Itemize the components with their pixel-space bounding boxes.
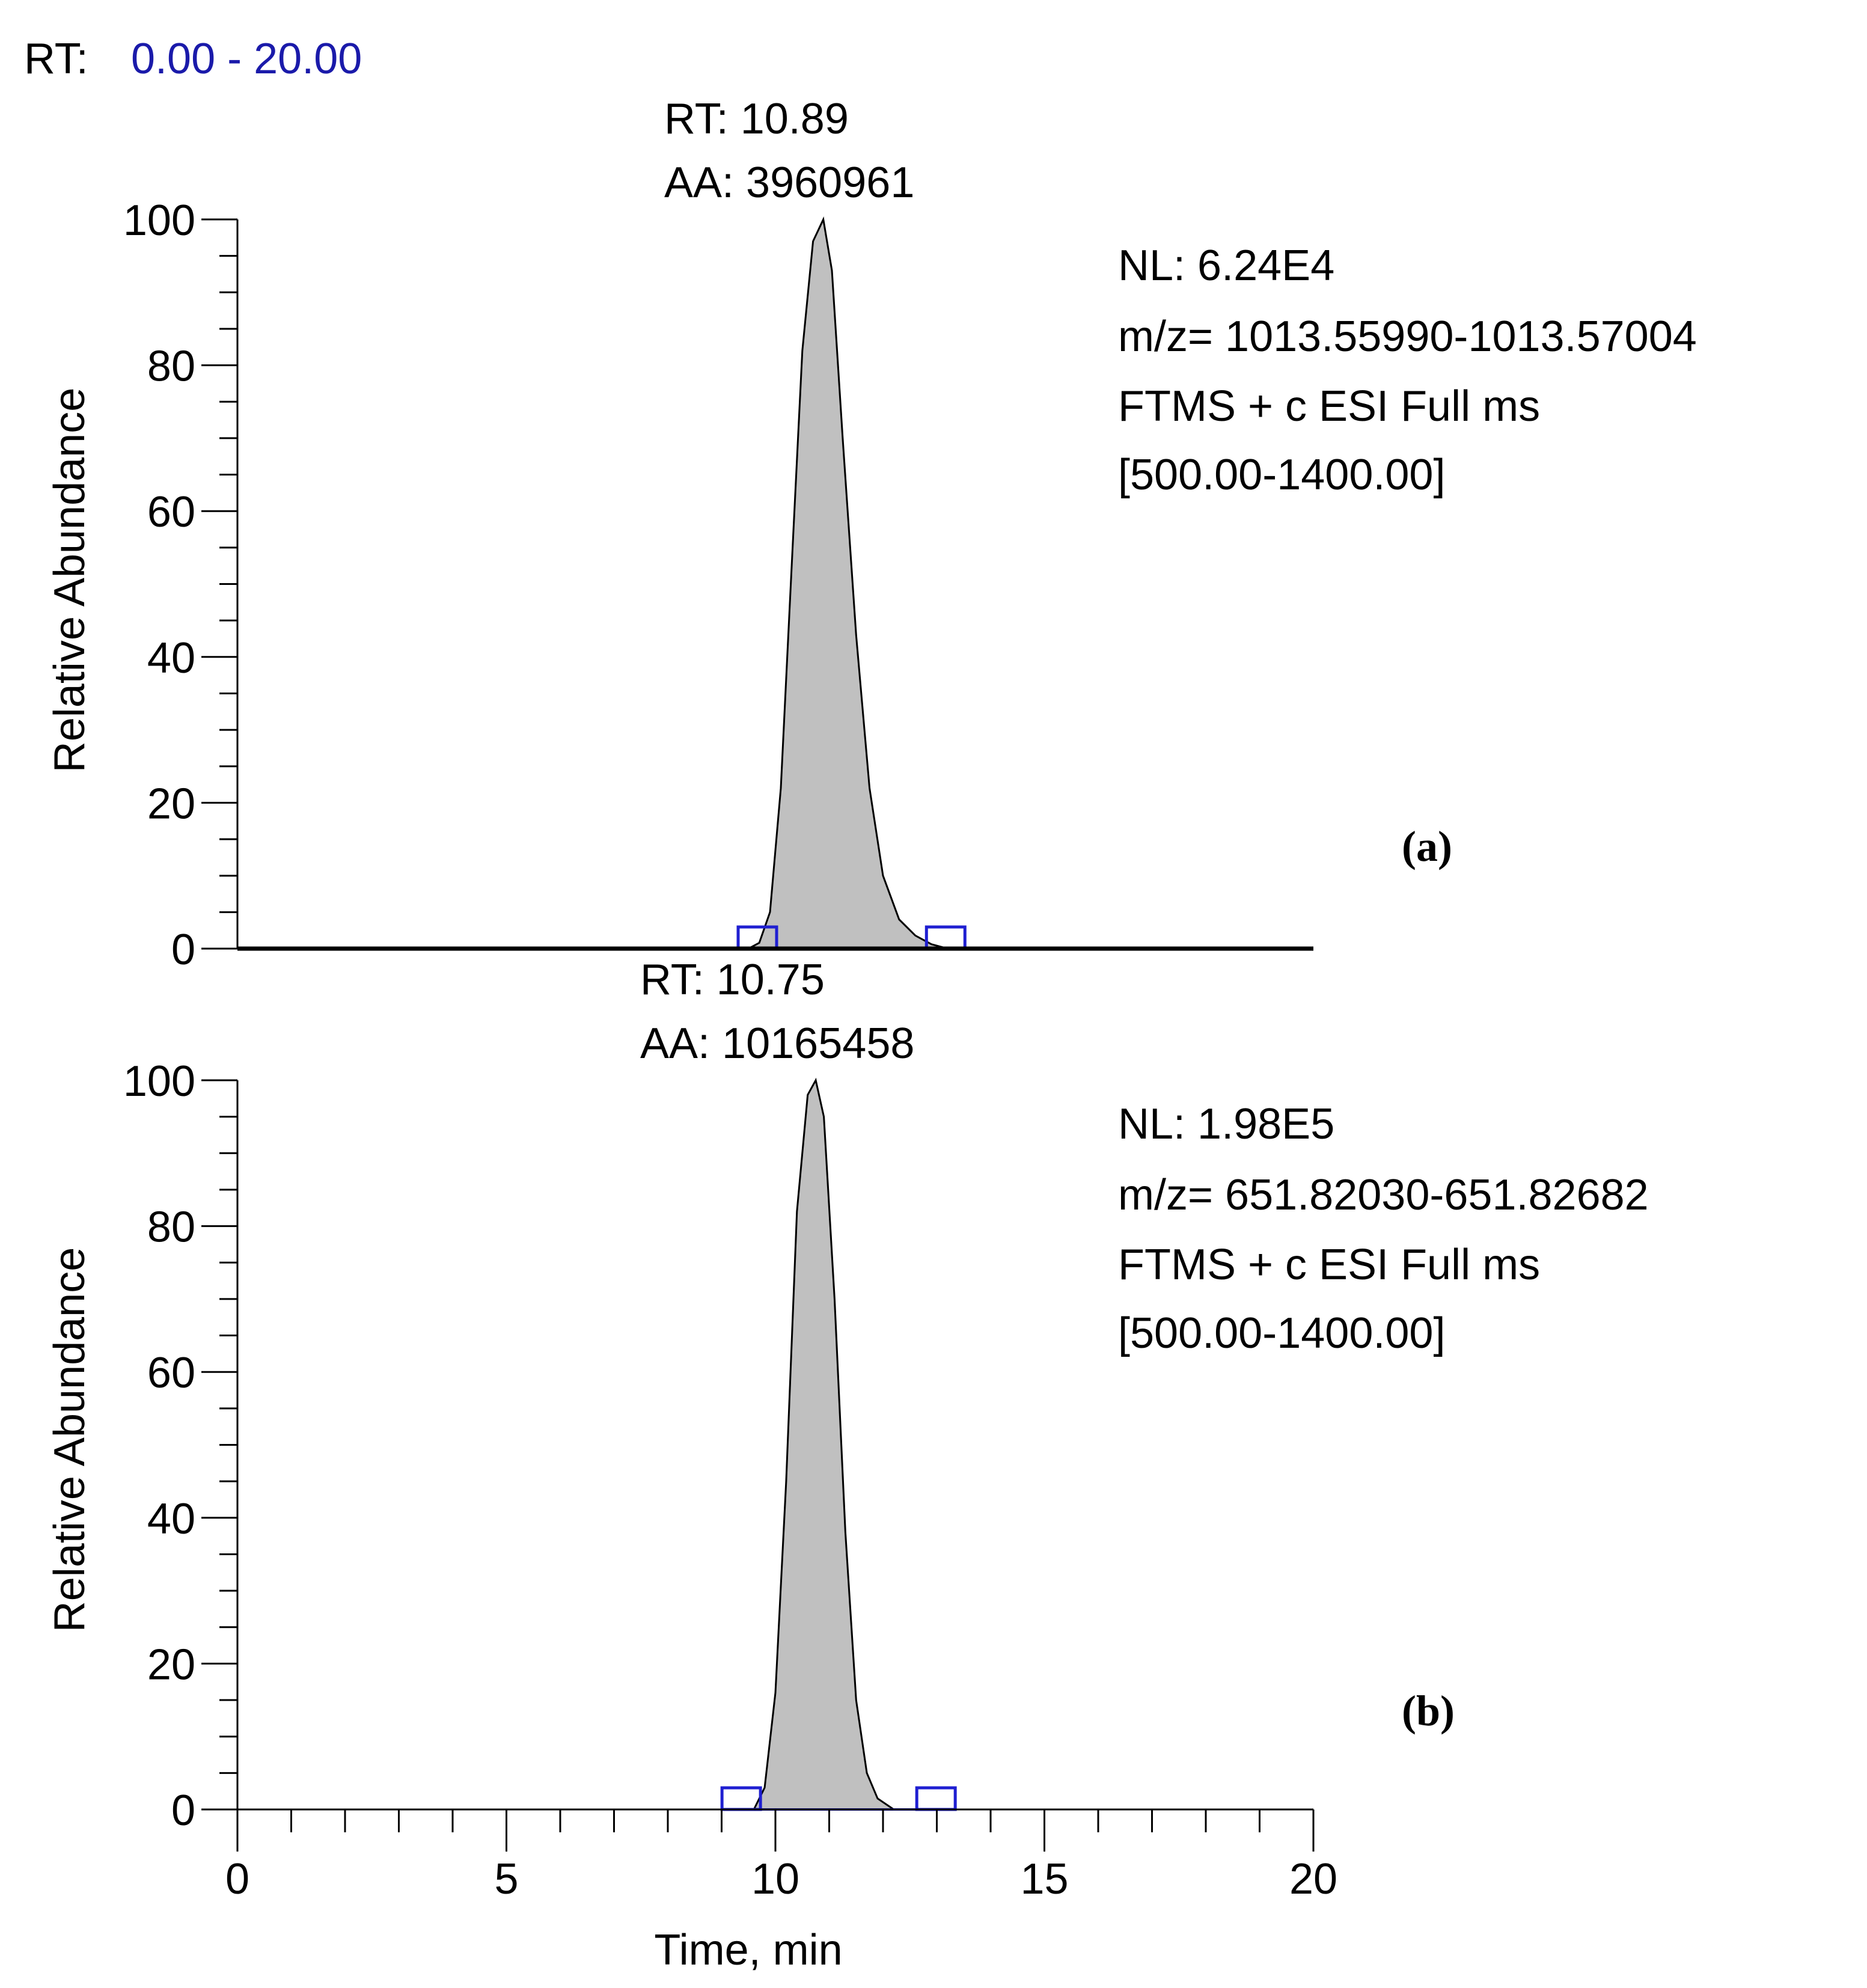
trace-line-a [237,216,1313,950]
trace-line-b [237,1077,1313,1811]
peak-rt-b: RT: 10.75 [640,956,825,1004]
info-nl-b: NL: 1.98E5 [1118,1100,1334,1148]
info-scan-b: FTMS + c ESI Full ms [1118,1241,1540,1289]
info-range-b: [500.00-1400.00] [1118,1309,1445,1357]
info-range-a: [500.00-1400.00] [1118,451,1445,499]
peak-area-a: AA: 3960961 [664,159,914,207]
y-tick-label-b-60: 60 [147,1349,195,1397]
plot-area-b: 0 20 40 60 80 100 0 5 10 15 20 [123,1057,1337,1903]
peak-rt-a: RT: 10.89 [664,95,849,143]
y-tick-label-b-100: 100 [123,1057,195,1106]
y-tick-label-a-80: 80 [147,343,195,391]
y-tick-label-a-100: 100 [123,197,195,245]
peak-area-b: AA: 10165458 [640,1020,914,1068]
panel-label-a: (a) [1402,822,1452,870]
y-tick-label-a-40: 40 [147,634,195,682]
y-axis-label-a: Relative Abundance [46,388,94,772]
info-nl-a: NL: 6.24E4 [1118,242,1334,290]
y-tick-label-a-0: 0 [171,926,195,974]
rt-range-label: RT: [24,35,88,83]
x-axis-label: Time, min [654,1926,842,1974]
x-tick-label-15: 15 [1020,1855,1068,1903]
plot-area-a: 0 20 40 60 80 100 [123,197,1313,974]
y-tick-label-b-40: 40 [147,1495,195,1543]
x-tick-label-20: 20 [1289,1855,1337,1903]
x-tick-label-5: 5 [494,1855,518,1903]
rt-range-value: 0.00 - 20.00 [131,35,362,83]
x-tick-label-0: 0 [225,1855,249,1903]
y-tick-label-a-60: 60 [147,488,195,536]
integration-marker-b-1 [915,1786,957,1811]
info-scan-a: FTMS + c ESI Full ms [1118,382,1540,430]
y-tick-label-a-20: 20 [147,780,195,828]
x-tick-label-10: 10 [751,1855,799,1903]
info-mz-a: m/z= 1013.55990-1013.57004 [1118,313,1697,361]
y-tick-label-b-80: 80 [147,1204,195,1252]
y-tick-label-b-0: 0 [171,1787,195,1835]
info-mz-b: m/z= 651.82030-651.82682 [1118,1171,1649,1219]
y-axis-label-b: Relative Abundance [46,1247,94,1632]
y-tick-label-b-20: 20 [147,1641,195,1689]
panel-label-b: (b) [1402,1687,1455,1735]
